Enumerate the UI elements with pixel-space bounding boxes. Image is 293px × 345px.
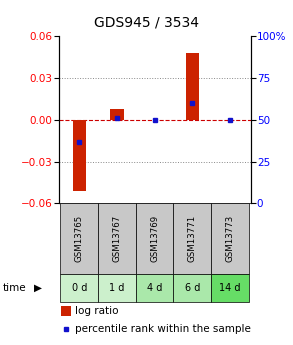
Text: GSM13765: GSM13765 bbox=[75, 215, 84, 262]
Bar bbox=[173, 274, 211, 302]
Bar bbox=[110, 109, 124, 120]
Text: 6 d: 6 d bbox=[185, 283, 200, 293]
Text: GSM13771: GSM13771 bbox=[188, 215, 197, 262]
Text: log ratio: log ratio bbox=[75, 306, 118, 316]
Bar bbox=[73, 120, 86, 191]
Text: GSM13773: GSM13773 bbox=[225, 215, 234, 262]
Text: percentile rank within the sample: percentile rank within the sample bbox=[75, 324, 251, 334]
Text: 0 d: 0 d bbox=[71, 283, 87, 293]
Bar bbox=[211, 274, 249, 302]
Text: 4 d: 4 d bbox=[147, 283, 162, 293]
Text: GSM13767: GSM13767 bbox=[113, 215, 121, 262]
Text: GSM13769: GSM13769 bbox=[150, 215, 159, 262]
Text: time: time bbox=[3, 283, 27, 293]
Bar bbox=[61, 306, 71, 316]
Bar bbox=[60, 203, 98, 274]
Bar bbox=[98, 203, 136, 274]
Text: 1 d: 1 d bbox=[109, 283, 125, 293]
Text: 14 d: 14 d bbox=[219, 283, 241, 293]
Bar bbox=[136, 274, 173, 302]
Bar bbox=[173, 203, 211, 274]
Bar bbox=[185, 53, 199, 120]
Bar bbox=[60, 274, 98, 302]
Bar bbox=[211, 203, 249, 274]
Bar bbox=[136, 203, 173, 274]
Bar bbox=[98, 274, 136, 302]
Text: GDS945 / 3534: GDS945 / 3534 bbox=[94, 15, 199, 29]
Text: ▶: ▶ bbox=[34, 283, 42, 293]
